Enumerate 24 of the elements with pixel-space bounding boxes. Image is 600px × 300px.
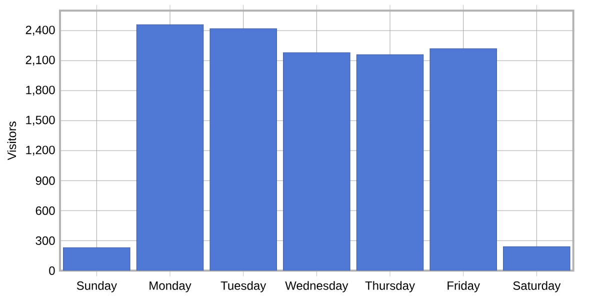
y-tick-label: 600 <box>36 206 55 215</box>
y-tick-label: 0 <box>49 266 55 275</box>
y-axis-title: Visitors <box>7 122 16 160</box>
bar <box>283 52 350 271</box>
x-tick-label: Thursday <box>365 281 415 292</box>
y-tick-label: 1,200 <box>26 146 55 156</box>
bar <box>356 54 424 271</box>
x-tick-label: Sunday <box>76 281 117 292</box>
bar <box>136 24 204 271</box>
y-tick-label: 900 <box>36 176 55 185</box>
x-tick-label: Friday <box>448 281 480 292</box>
bar <box>430 48 497 271</box>
y-tick-label: 1,800 <box>26 86 55 96</box>
x-tick-label: Tuesday <box>220 281 266 292</box>
bar <box>63 248 130 271</box>
x-tick-label: Monday <box>150 281 192 292</box>
y-tick-label: 2,400 <box>26 26 55 36</box>
y-tick-label: 300 <box>36 236 55 245</box>
x-tick-label: Wednesday <box>285 281 348 292</box>
x-tick-label: Saturday <box>513 281 561 292</box>
y-tick-label: 1,500 <box>26 116 55 126</box>
bar <box>503 246 570 271</box>
y-tick-label: 2,100 <box>26 56 55 66</box>
bar <box>210 28 277 271</box>
